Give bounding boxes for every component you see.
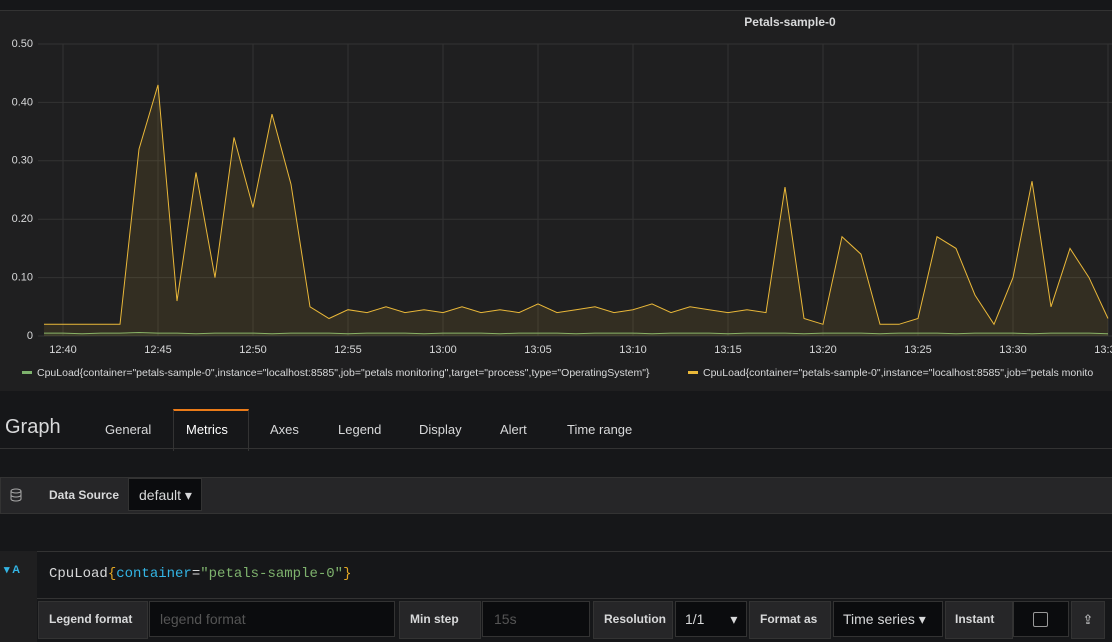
x-tick-label: 13:10: [619, 344, 647, 356]
tab[interactable]: Time range: [567, 422, 632, 437]
tab[interactable]: Alert: [500, 422, 527, 437]
chart: Petals-sample-0 0 0.10 0.20 0.30 0.40 0.50 12:…: [0, 0, 1112, 390]
q-brace: }: [343, 566, 351, 582]
x-tick-label: 12:40: [49, 344, 77, 356]
y-tick-label: 0.20: [12, 213, 33, 225]
db-icon: [9, 488, 23, 502]
query-ref: ▾ A: [4, 563, 20, 576]
datasource-label: Data Source: [49, 488, 119, 502]
series-area: [44, 85, 1108, 336]
x-tick-label: 12:45: [144, 344, 172, 356]
y-tick-label: 0: [27, 330, 33, 342]
divider: [0, 448, 1112, 449]
legend-swatch: [22, 371, 32, 374]
resolution-select[interactable]: 1/1 ▾: [675, 601, 747, 637]
field-label: Legend format: [49, 612, 132, 626]
legend-label: CpuLoad{container="petals-sample-0",inst…: [703, 367, 1093, 379]
field-label: Format as: [760, 612, 817, 626]
x-tick-label: 13:00: [429, 344, 457, 356]
ref: A: [12, 564, 20, 576]
x-tick-label: 12:50: [239, 344, 267, 356]
value: Time series: [843, 611, 915, 627]
field-label: Resolution: [604, 612, 666, 626]
datasource-value: default: [139, 487, 181, 503]
q-label: container: [116, 566, 192, 582]
y-tick-label: 0.50: [12, 38, 33, 50]
tab[interactable]: General: [105, 422, 151, 437]
editor-title: Graph: [5, 416, 61, 439]
x-tick-label: 13:35: [1094, 344, 1112, 356]
legend-label: CpuLoad{container="petals-sample-0",inst…: [37, 367, 650, 379]
tab[interactable]: Display: [419, 422, 462, 437]
y-tick-label: 0.10: [12, 272, 33, 284]
x-tick-label: 13:30: [999, 344, 1027, 356]
value: 1/1: [685, 611, 704, 627]
checkbox[interactable]: [1033, 612, 1048, 627]
q-value: "petals-sample-0": [200, 566, 343, 582]
q-metric: CpuLoad: [49, 566, 108, 582]
tab[interactable]: Legend: [338, 422, 381, 437]
field-label: Instant: [955, 612, 994, 626]
format-select[interactable]: Time series ▾: [833, 601, 943, 637]
x-tick-label: 13:05: [524, 344, 552, 356]
q-eq: =: [192, 566, 200, 582]
y-tick-label: 0.30: [12, 155, 33, 167]
x-tick-label: 13:20: [809, 344, 837, 356]
placeholder: 15s: [494, 611, 517, 627]
placeholder: legend format: [160, 611, 246, 627]
datasource-select[interactable]: default ▾: [128, 478, 202, 511]
field-label: Min step: [410, 612, 459, 626]
x-tick-label: 13:15: [714, 344, 742, 356]
share-button[interactable]: ⇪: [1071, 601, 1105, 639]
legend-swatch: [688, 371, 698, 374]
instant-box: [1013, 601, 1069, 637]
q-brace: {: [108, 566, 116, 582]
chart-title: Petals-sample-0: [744, 15, 836, 29]
x-tick-label: 13:25: [904, 344, 932, 356]
y-tick-label: 0.40: [12, 96, 33, 108]
tab[interactable]: Axes: [270, 422, 299, 437]
tab[interactable]: Metrics: [186, 422, 228, 437]
x-tick-label: 12:55: [334, 344, 362, 356]
query-text[interactable]: CpuLoad{container="petals-sample-0"}: [49, 566, 351, 582]
